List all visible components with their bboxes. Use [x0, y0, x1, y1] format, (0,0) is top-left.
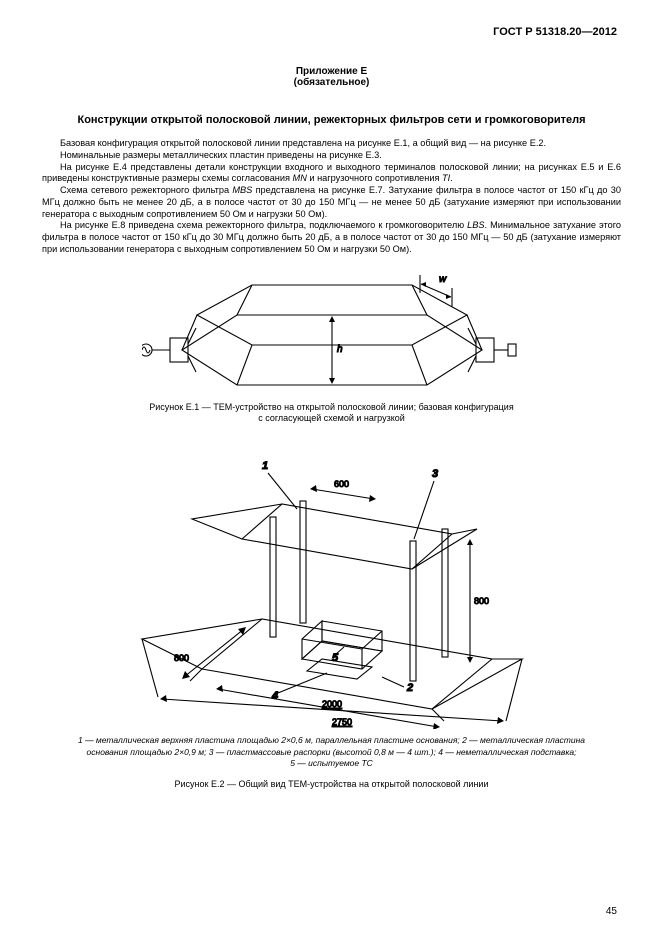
lbl-3: 3: [432, 468, 438, 480]
lbl-4: 4: [271, 690, 278, 702]
page-number: 45: [606, 906, 617, 917]
para-4: Схема сетевого режекторного фильтра MBS …: [42, 185, 621, 220]
figure-e1-caption: Рисунок Е.1 — ТЕМ-устройство на открытой…: [42, 402, 621, 425]
fig1-w: w: [439, 274, 447, 285]
figure-e2: 600 800 800 2000 2750 1 3: [122, 429, 542, 729]
lbl-5: 5: [332, 652, 339, 664]
section-title: Конструкции открытой полосковой линии, р…: [42, 114, 621, 126]
doc-header: ГОСТ Р 51318.20—2012: [493, 26, 617, 38]
dim-600: 600: [334, 479, 349, 489]
para-5: На рисунке Е.8 приведена схема режекторн…: [42, 220, 621, 255]
figure-e2-caption: Рисунок Е.2 — Общий вид ТЕМ-устройства н…: [42, 779, 621, 791]
appendix-title: Приложение Е (обязательное): [42, 66, 621, 88]
figure-e2-legend: 1 — металлическая верхняя пластина площа…: [42, 735, 621, 769]
dim-2000: 2000: [322, 699, 342, 709]
figure-e1: w h: [142, 260, 522, 400]
lbl-1: 1: [262, 460, 268, 472]
dim-2750: 2750: [332, 717, 352, 727]
fig1-h: h: [337, 344, 343, 355]
para-3: На рисунке Е.4 представлены детали конст…: [42, 162, 621, 186]
appendix-mandatory: (обязательное): [294, 77, 370, 88]
dim-800b: 800: [174, 653, 189, 663]
dim-800a: 800: [474, 596, 489, 606]
appendix-letter: Приложение Е: [296, 66, 367, 77]
para-1: Базовая конфигурация открытой полосковой…: [42, 138, 621, 150]
para-2: Номинальные размеры металлических пласти…: [42, 150, 621, 162]
lbl-2: 2: [406, 682, 413, 694]
